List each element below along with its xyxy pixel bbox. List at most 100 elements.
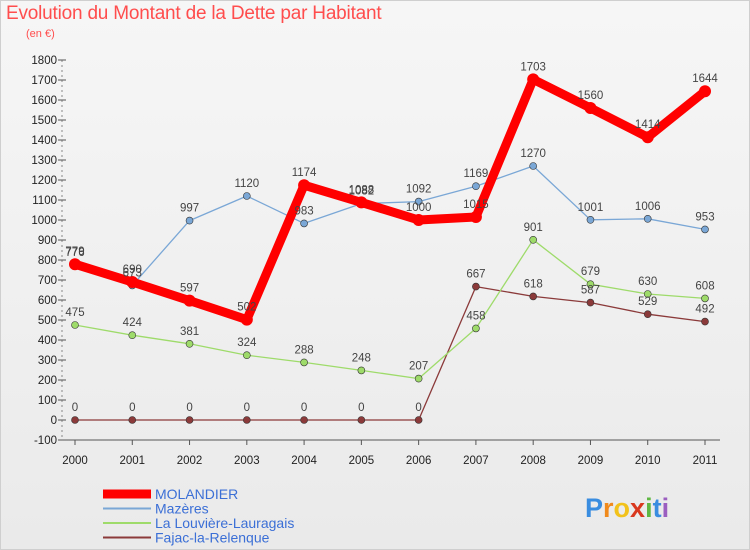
data-point-mazeres	[701, 225, 709, 234]
data-point-mazeres	[300, 219, 308, 228]
data-label-molandier: 779	[65, 246, 84, 258]
y-tick-label: 1300	[31, 155, 57, 167]
data-label-mazeres: 1001	[578, 202, 604, 214]
series-line-mazeres	[74, 165, 706, 287]
data-point-la-louviere-lauragais	[472, 324, 480, 333]
data-label-mazeres: 997	[180, 203, 199, 215]
x-tick-label: 2011	[693, 455, 718, 467]
data-label-la-louviere-lauragais: 630	[638, 276, 657, 288]
data-label-molandier: 1560	[578, 90, 604, 102]
data-label-fajac-la-relenque: 0	[186, 402, 192, 414]
data-point-fajac-la-relenque	[357, 416, 366, 424]
data-point-mazeres	[472, 182, 480, 190]
data-point-la-louviere-lauragais	[586, 280, 595, 289]
data-label-mazeres: 1082	[349, 186, 375, 198]
data-label-fajac-la-relenque: 0	[358, 402, 364, 414]
y-tick-label: 1500	[31, 115, 57, 127]
data-label-la-louviere-lauragais: 458	[466, 310, 485, 322]
legend-label-molandier: MOLANDIER	[155, 486, 238, 502]
y-tick-label: 400	[38, 335, 57, 347]
data-label-la-louviere-lauragais: 381	[180, 326, 199, 338]
data-point-mazeres	[529, 162, 537, 170]
data-point-fajac-la-relenque	[185, 416, 194, 424]
y-tick-label: 300	[38, 355, 57, 367]
data-point-molandier	[412, 214, 425, 226]
x-tick-label: 2008	[520, 455, 546, 467]
data-point-mazeres	[643, 215, 652, 223]
y-tick-label: -100	[34, 435, 57, 447]
data-point-molandier	[240, 313, 253, 326]
y-tick-label: 800	[38, 255, 57, 267]
data-point-la-louviere-lauragais	[185, 339, 194, 348]
data-point-mazeres	[414, 197, 423, 206]
data-point-fajac-la-relenque	[586, 298, 595, 307]
chart-title: Evolution du Montant de la Dette par Hab…	[6, 3, 382, 24]
data-point-fajac-la-relenque	[643, 310, 652, 319]
data-label-molandier: 597	[180, 283, 199, 295]
y-tick-label: 0	[51, 415, 57, 427]
y-tick-label: 1100	[32, 195, 57, 207]
data-label-mazeres: 953	[695, 211, 714, 223]
data-point-fajac-la-relenque	[71, 416, 79, 424]
data-label-molandier: 1088	[349, 184, 375, 196]
data-label-fajac-la-relenque: 529	[638, 296, 657, 308]
chart-axes: -100010020030040050060070080090010001100…	[31, 55, 720, 467]
x-tick-label: 2005	[349, 455, 375, 467]
data-point-molandier	[298, 179, 311, 192]
y-tick-label: 1700	[31, 75, 57, 87]
data-label-la-louviere-lauragais: 324	[237, 337, 257, 349]
data-point-la-louviere-lauragais	[414, 374, 423, 383]
data-label-la-louviere-lauragais: 679	[581, 266, 600, 278]
data-label-mazeres: 673	[123, 267, 142, 279]
data-label-fajac-la-relenque: 0	[301, 402, 307, 414]
x-tick-label: 2000	[62, 455, 88, 467]
data-label-la-louviere-lauragais: 248	[352, 352, 371, 364]
data-label-la-louviere-lauragais: 475	[65, 307, 84, 319]
data-label-fajac-la-relenque: 667	[466, 269, 485, 281]
data-point-fajac-la-relenque	[300, 416, 308, 424]
chart-series	[69, 73, 711, 424]
data-label-mazeres: 1270	[520, 148, 546, 160]
data-point-mazeres	[185, 216, 194, 225]
data-label-molandier: 1000	[406, 202, 432, 214]
data-point-mazeres	[586, 216, 595, 224]
data-point-molandier	[641, 131, 654, 144]
data-label-fajac-la-relenque: 0	[72, 402, 78, 414]
data-label-fajac-la-relenque: 587	[581, 285, 600, 297]
data-label-la-louviere-lauragais: 288	[294, 344, 313, 356]
legend-label-mazeres: Mazères	[155, 501, 209, 517]
data-point-la-louviere-lauragais	[529, 236, 537, 244]
y-tick-label: 100	[38, 395, 57, 407]
y-tick-label: 1400	[31, 135, 57, 147]
data-label-mazeres: 1006	[635, 201, 661, 213]
chart-data-labels: 0 0 0 0 0 0 0 667 618 587 529 492 475 424 381 324 288 248…	[65, 61, 718, 414]
y-tick-label: 200	[38, 375, 57, 387]
x-tick-label: 2006	[406, 455, 432, 467]
y-tick-label: 1200	[31, 175, 57, 187]
x-tick-label: 2010	[635, 455, 661, 467]
data-label-fajac-la-relenque: 0	[129, 402, 135, 414]
x-tick-label: 2009	[578, 455, 604, 467]
legend-label-la-louviere-lauragais: La Louvière-Lauragais	[155, 515, 294, 531]
data-label-mazeres: 776	[65, 247, 84, 259]
data-label-mazeres: 1120	[234, 178, 259, 190]
data-label-mazeres: 1092	[406, 184, 432, 196]
data-point-fajac-la-relenque	[529, 292, 537, 301]
data-label-molandier: 1174	[292, 167, 317, 179]
data-label-fajac-la-relenque: 0	[415, 402, 421, 414]
series-line-la-louviere-lauragais	[74, 239, 706, 380]
y-tick-label: 700	[38, 275, 57, 287]
x-tick-label: 2004	[291, 455, 317, 467]
y-tick-label: 600	[38, 295, 57, 307]
logo-text: Proxiti	[585, 493, 669, 523]
data-label-molandier: 1644	[692, 73, 718, 85]
data-point-la-louviere-lauragais	[643, 290, 652, 298]
series-line-fajac-la-relenque	[75, 285, 706, 421]
data-label-mazeres: 983	[294, 205, 313, 217]
data-point-fajac-la-relenque	[472, 282, 480, 291]
data-label-la-louviere-lauragais: 424	[123, 317, 143, 329]
data-label-la-louviere-lauragais: 901	[524, 222, 543, 234]
data-point-fajac-la-relenque	[414, 416, 423, 424]
